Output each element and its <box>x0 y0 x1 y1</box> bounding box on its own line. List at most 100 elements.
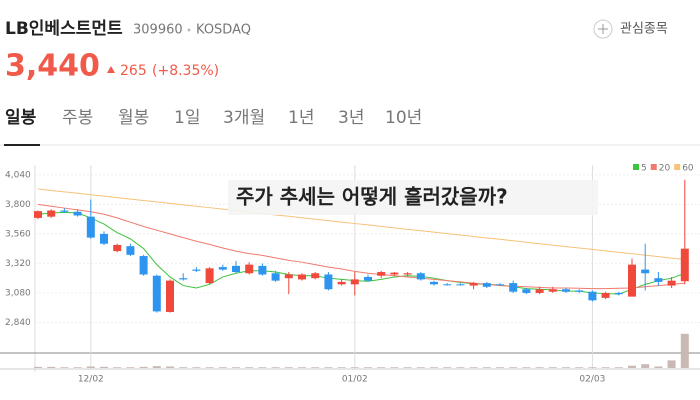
volume-bar <box>443 367 452 368</box>
candle-body <box>73 211 82 216</box>
tab[interactable]: 3년 <box>338 108 364 128</box>
volume-bar <box>324 367 333 368</box>
legend-swatch <box>633 164 639 170</box>
candle-body <box>311 273 320 279</box>
candle-body <box>575 290 584 292</box>
candle-body <box>152 275 161 312</box>
candle-body <box>34 211 42 218</box>
candle-body <box>548 289 557 292</box>
separator-dot <box>187 28 191 32</box>
x-tick-label: 02/03 <box>579 375 605 385</box>
volume-bar <box>509 367 518 368</box>
volume-bar <box>152 366 161 368</box>
y-tick-label: 2,840 <box>5 318 31 328</box>
y-tick-label: 3,560 <box>5 229 31 239</box>
annotation-box <box>228 180 598 215</box>
volume-bar <box>205 367 214 368</box>
volume-bar <box>298 367 306 368</box>
stock-name: LB인베스트먼트 <box>5 19 123 39</box>
volume-bar <box>166 366 174 368</box>
volume-bar <box>34 366 42 368</box>
price: 3,440 <box>5 49 100 84</box>
tab[interactable]: 일봉 <box>5 108 37 128</box>
legend-label: 20 <box>659 164 671 174</box>
volume-bar <box>641 364 650 368</box>
volume-bar <box>680 333 689 368</box>
candle-body <box>245 264 254 274</box>
candle-body <box>100 233 108 244</box>
candle-body <box>60 210 69 212</box>
candle-body <box>522 289 531 293</box>
candle-body <box>179 278 188 280</box>
tab[interactable]: 1년 <box>288 108 314 128</box>
candle-body <box>403 273 412 275</box>
candle-body <box>218 267 227 270</box>
tabs: 일봉 주봉 월봉 1일 3개월 1년 3년 10년 <box>5 108 422 128</box>
volume-bar <box>562 367 570 368</box>
volume-bar <box>535 367 544 368</box>
up-arrow <box>107 66 115 73</box>
tab[interactable]: 1일 <box>174 108 200 128</box>
watch-icon <box>593 19 613 39</box>
volume-bar <box>548 367 557 368</box>
volume-bar <box>126 367 135 368</box>
candle-body <box>390 272 399 275</box>
candle-body <box>126 246 135 255</box>
watch-button[interactable]: 관심종목 <box>593 19 668 39</box>
candle-body <box>443 284 452 286</box>
volume-bar <box>113 367 122 368</box>
candle-body <box>377 272 386 276</box>
volume-bar <box>416 367 425 368</box>
volume-bar <box>350 367 359 368</box>
candle-body <box>86 216 95 238</box>
volume-bar <box>628 365 636 368</box>
volume-bar <box>667 360 676 368</box>
y-tick-label: 3,080 <box>5 288 31 298</box>
tab[interactable]: 10년 <box>385 108 422 128</box>
volume-bar <box>271 367 280 368</box>
volume-bar <box>403 367 412 368</box>
candle-body <box>205 268 214 284</box>
candle-body <box>271 273 280 281</box>
candle-body <box>324 274 333 290</box>
volume-bar <box>179 367 188 368</box>
candle-body <box>628 264 636 297</box>
candle-body <box>364 276 372 281</box>
x-tick-label: 01/02 <box>342 375 368 385</box>
candle-body <box>535 289 544 293</box>
volume-bar <box>284 367 293 368</box>
candle-body <box>654 278 663 282</box>
stock-code: 309960 <box>133 23 183 38</box>
tab[interactable]: 3개월 <box>223 108 265 128</box>
volume-bar <box>575 367 584 368</box>
annotation: 주가 추세는 어떻게 흘러갔을까? <box>236 185 508 209</box>
volume-bar <box>60 367 69 368</box>
candle-body <box>588 291 597 301</box>
tab[interactable]: 월봉 <box>118 108 149 128</box>
volume-bar <box>364 367 372 368</box>
candle-body <box>680 248 689 282</box>
candle-body <box>641 269 650 274</box>
volume-bar <box>311 367 320 368</box>
y-tick-label: 3,320 <box>5 259 31 269</box>
watch-label: 관심종목 <box>620 22 668 37</box>
x-tick-label: 12/02 <box>78 375 104 385</box>
plus <box>598 24 608 34</box>
candle-body <box>47 210 56 217</box>
volume-bar <box>86 366 95 368</box>
candle-body <box>667 280 676 286</box>
tab[interactable]: 주봉 <box>62 108 93 128</box>
volume-bar <box>654 366 663 368</box>
y-tick-label: 4,040 <box>5 170 31 180</box>
candle-body <box>113 244 122 252</box>
legend-label: 5 <box>641 164 647 174</box>
candle-body <box>562 289 570 292</box>
candle-body <box>258 265 267 275</box>
change-rate: (+8.35%) <box>152 63 219 79</box>
volume-bar <box>218 367 227 368</box>
change: 265 <box>120 63 147 79</box>
candle-body <box>350 279 359 285</box>
y-tick-label: 3,800 <box>5 200 31 210</box>
